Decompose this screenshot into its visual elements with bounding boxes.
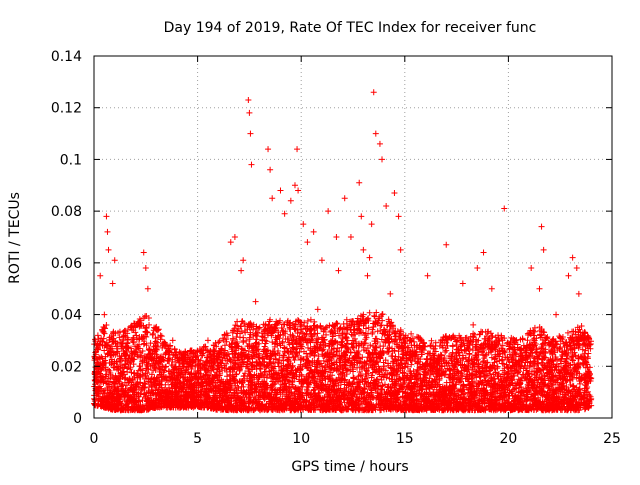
noise-point	[450, 343, 456, 349]
noise-point	[159, 333, 165, 339]
noise-point	[95, 332, 101, 338]
noise-point	[367, 310, 373, 316]
noise-point	[291, 345, 297, 351]
chart-title: Day 194 of 2019, Rate Of TEC Index for r…	[164, 20, 537, 36]
data-noise-layer	[91, 309, 594, 413]
